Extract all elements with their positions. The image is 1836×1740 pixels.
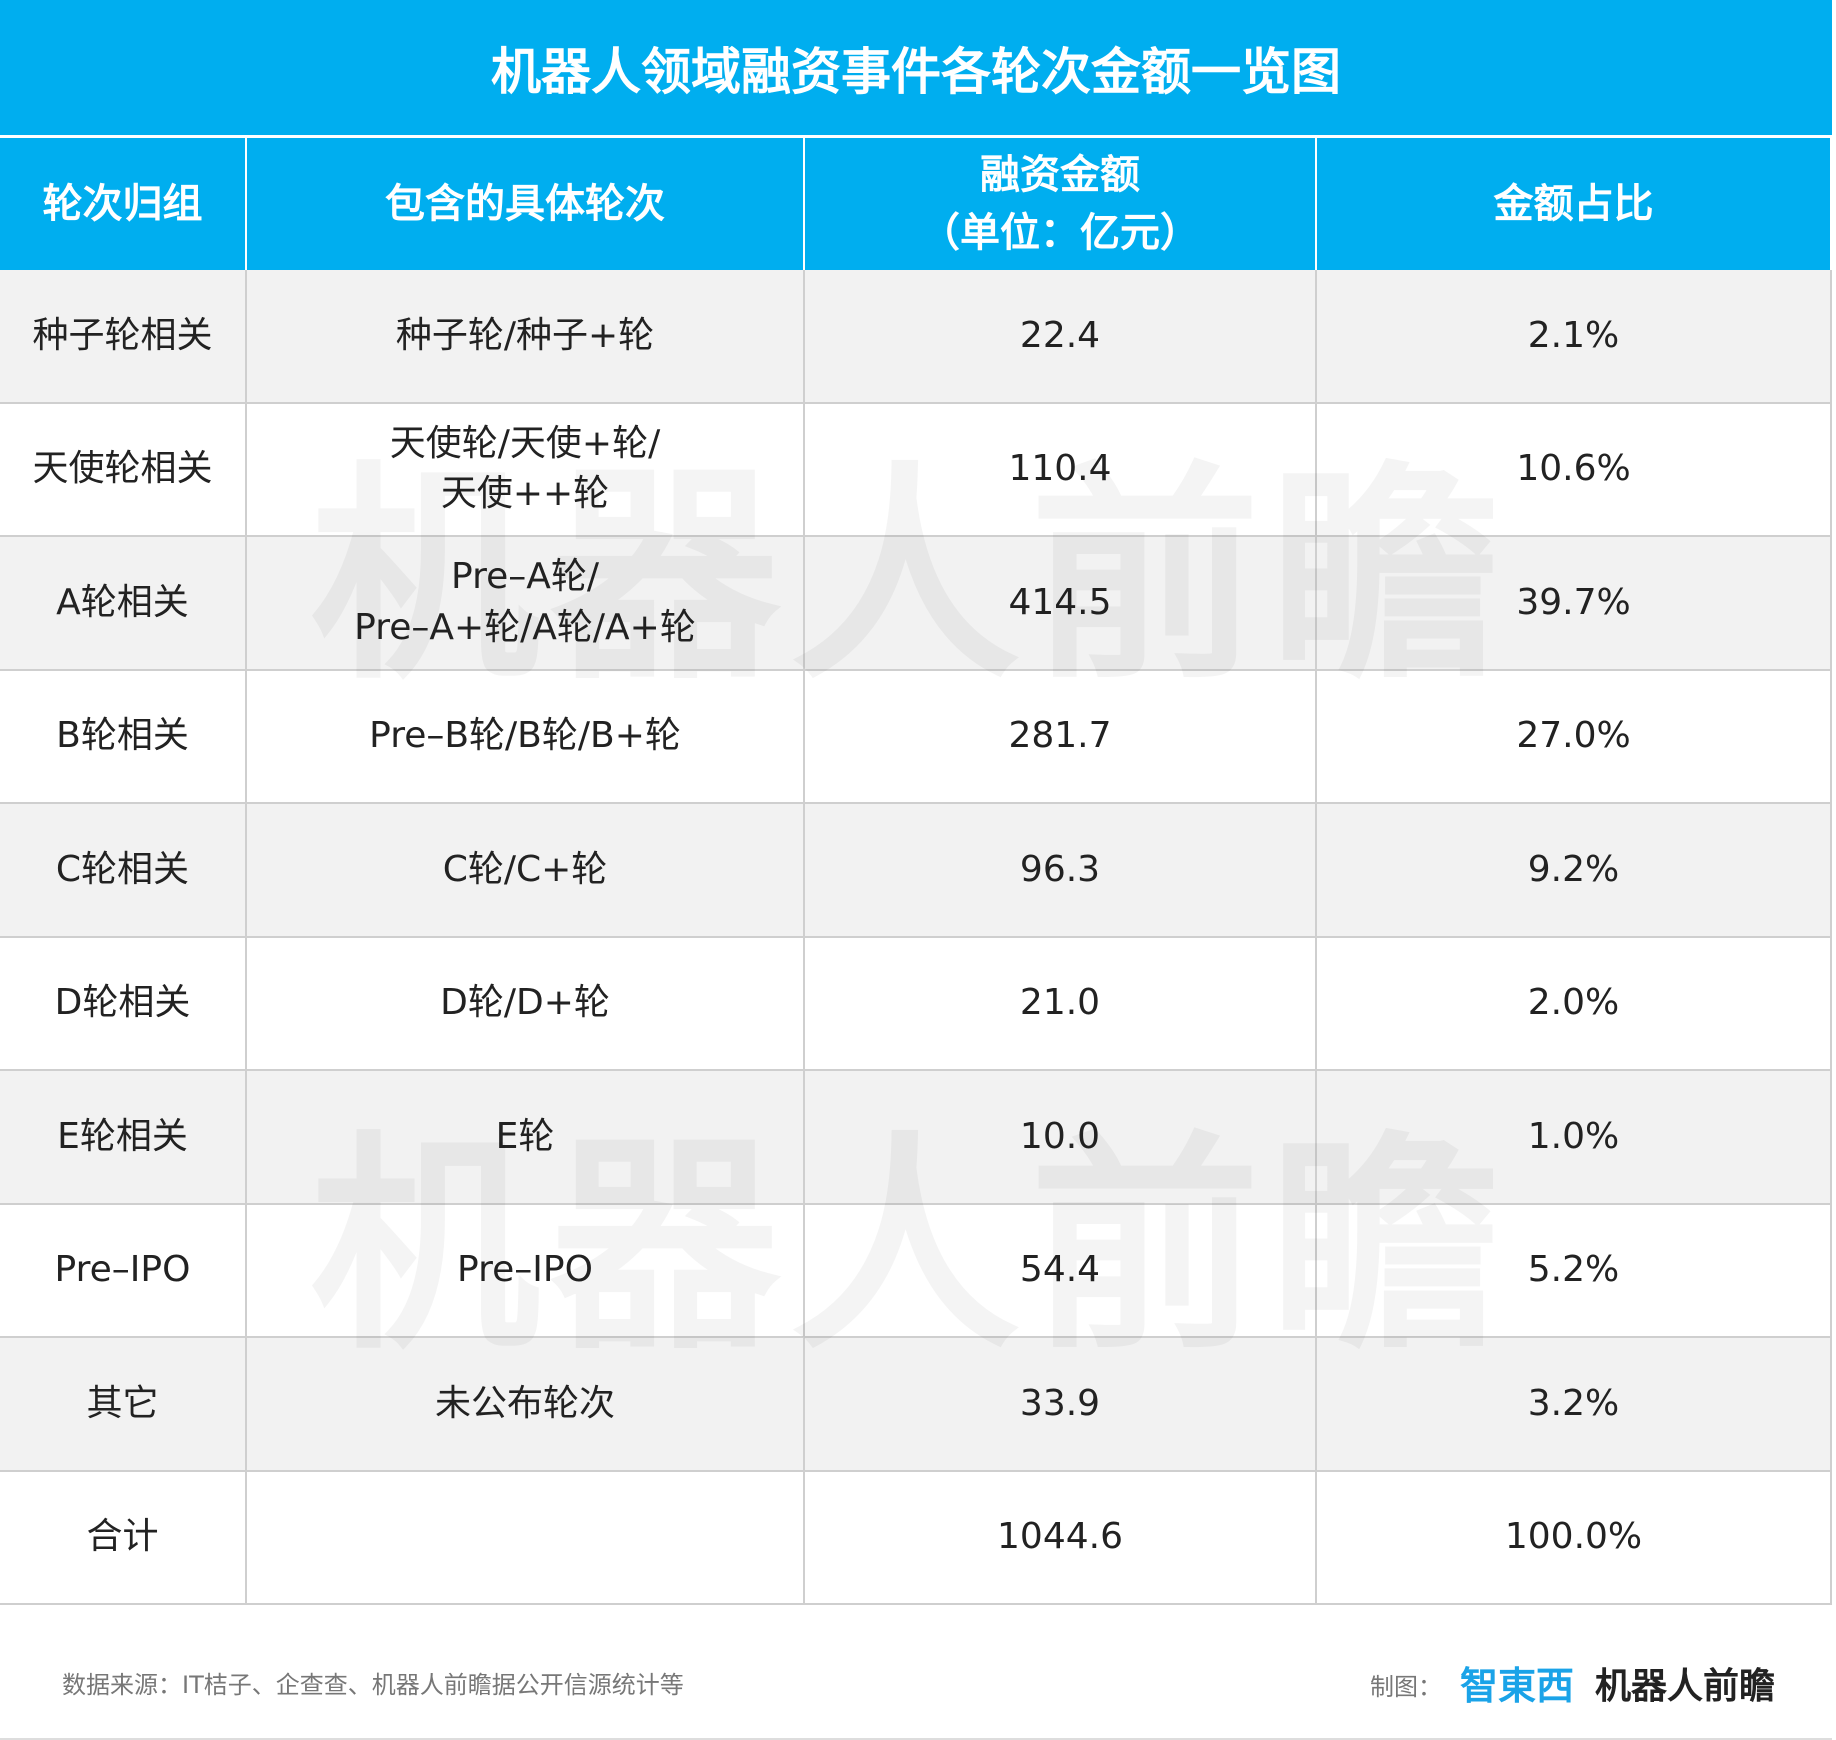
amount-cell: 110.4 xyxy=(805,403,1317,537)
amount-cell: 21.0 xyxy=(805,937,1317,1071)
cell-text: Pre–A轮/ xyxy=(451,556,599,598)
cell-text: 1.0% xyxy=(1527,1115,1620,1157)
rounds-cell: C轮/C+轮 xyxy=(247,804,805,938)
group-cell: 其它 xyxy=(0,1338,247,1472)
header-cell: 包含的具体轮次 xyxy=(247,138,805,270)
credit-label: 制图： xyxy=(1370,1673,1442,1701)
cell-text: 110.4 xyxy=(1008,448,1112,490)
cell-text: 天使轮相关 xyxy=(32,448,213,490)
cell-text: Pre–IPO xyxy=(54,1249,191,1291)
share-cell: 39.7% xyxy=(1317,537,1832,671)
cell-text: C轮/C+轮 xyxy=(442,848,608,890)
amount-cell: 10.0 xyxy=(805,1071,1317,1205)
cell-text: 合计 xyxy=(86,1516,159,1558)
cell-text: 281.7 xyxy=(1008,715,1112,757)
cell-text: 9.2% xyxy=(1527,848,1620,890)
rounds-cell: 种子轮/种子+轮 xyxy=(247,270,805,404)
cell-text: 金额占比 xyxy=(1493,181,1654,227)
group-cell: D轮相关 xyxy=(0,937,247,1071)
header-cell: 轮次归组 xyxy=(0,138,247,270)
rounds-cell: Pre–A轮/Pre–A+轮/A轮/A+轮 xyxy=(247,537,805,671)
cell-text: 2.0% xyxy=(1527,982,1620,1024)
share-cell: 3.2% xyxy=(1317,1338,1832,1472)
share-cell: 9.2% xyxy=(1317,804,1832,938)
amount-cell: 33.9 xyxy=(805,1338,1317,1472)
cell-text: 5.2% xyxy=(1527,1249,1620,1291)
cell-text: 10.0 xyxy=(1019,1115,1101,1157)
group-cell: A轮相关 xyxy=(0,537,247,671)
share-cell: 2.1% xyxy=(1317,270,1832,404)
amount-cell: 54.4 xyxy=(805,1204,1317,1338)
group-cell: B轮相关 xyxy=(0,670,247,804)
cell-text: 96.3 xyxy=(1019,848,1101,890)
rounds-cell: 未公布轮次 xyxy=(247,1338,805,1472)
cell-text: E轮 xyxy=(495,1115,555,1157)
share-cell: 100.0% xyxy=(1317,1471,1832,1605)
cell-text: 21.0 xyxy=(1019,982,1101,1024)
cell-text: Pre–A+轮/A轮/A+轮 xyxy=(354,606,696,648)
cell-text: 3.2% xyxy=(1527,1382,1620,1424)
rounds-cell: E轮 xyxy=(247,1071,805,1205)
footer: 数据来源：IT桔子、企查查、机器人前瞻据公开信源统计等 制图： 智東西 机器人前… xyxy=(0,1605,1832,1740)
rounds-cell: D轮/D+轮 xyxy=(247,937,805,1071)
share-cell: 2.0% xyxy=(1317,937,1832,1071)
share-cell: 1.0% xyxy=(1317,1071,1832,1205)
share-cell: 5.2% xyxy=(1317,1204,1832,1338)
cell-text: 天使轮/天使+轮/ xyxy=(389,422,661,464)
cell-text: Pre–B轮/B轮/B+轮 xyxy=(369,715,681,757)
title: 机器人领域融资事件各轮次金额一览图 xyxy=(0,0,1832,135)
cell-text: 27.0% xyxy=(1516,715,1631,757)
amount-cell: 96.3 xyxy=(805,804,1317,938)
group-cell: 天使轮相关 xyxy=(0,403,247,537)
cell-text: D轮相关 xyxy=(54,982,191,1024)
cell-text: （单位：亿元） xyxy=(920,210,1200,256)
cell-text: 包含的具体轮次 xyxy=(385,181,665,227)
logo: 智東西 xyxy=(1460,1664,1575,1708)
cell-text: A轮相关 xyxy=(56,581,189,623)
cell-text: 天使++轮 xyxy=(440,473,610,515)
group-cell: C轮相关 xyxy=(0,804,247,938)
cell-text: 轮次归组 xyxy=(42,181,203,227)
cell-text: 融资金额 xyxy=(980,152,1140,198)
logo: 机器人前瞻 xyxy=(1595,1666,1776,1707)
cell-text: 其它 xyxy=(86,1382,159,1424)
group-cell: E轮相关 xyxy=(0,1071,247,1205)
group-cell: 种子轮相关 xyxy=(0,270,247,404)
cell-text: 未公布轮次 xyxy=(434,1382,615,1424)
cell-text: D轮/D+轮 xyxy=(440,982,610,1024)
share-cell: 10.6% xyxy=(1317,403,1832,537)
cell-text: B轮相关 xyxy=(56,715,189,757)
cell-text: 种子轮/种子+轮 xyxy=(395,314,655,356)
header-cell: 融资金额 （单位：亿元） xyxy=(805,138,1317,270)
rounds-cell xyxy=(247,1471,805,1605)
cell-text: 39.7% xyxy=(1516,581,1631,623)
rounds-cell: Pre–IPO xyxy=(247,1204,805,1338)
amount-cell: 22.4 xyxy=(805,270,1317,404)
cell-text: 10.6% xyxy=(1516,448,1631,490)
cell-text: 1044.6 xyxy=(997,1516,1123,1558)
group-cell: Pre–IPO xyxy=(0,1204,247,1338)
amount-cell: 414.5 xyxy=(805,537,1317,671)
group-cell: 合计 xyxy=(0,1471,247,1605)
source-note: 数据来源：IT桔子、企查查、机器人前瞻据公开信源统计等 xyxy=(62,1671,684,1699)
header-cell: 金额占比 xyxy=(1317,138,1832,270)
cell-text: 2.1% xyxy=(1527,314,1620,356)
cell-text: 414.5 xyxy=(1008,581,1112,623)
cell-text: Pre–IPO xyxy=(457,1249,593,1291)
cell-text: 54.4 xyxy=(1019,1249,1101,1291)
cell-text: C轮相关 xyxy=(55,848,190,890)
cell-text: 种子轮相关 xyxy=(32,314,213,356)
cell-text: 22.4 xyxy=(1019,314,1101,356)
amount-cell: 1044.6 xyxy=(805,1471,1317,1605)
cell-text: 33.9 xyxy=(1019,1382,1101,1424)
cell-text: E轮相关 xyxy=(57,1115,188,1157)
share-cell: 27.0% xyxy=(1317,670,1832,804)
rounds-cell: 天使轮/天使+轮/天使++轮 xyxy=(247,403,805,537)
cell-text: 100.0% xyxy=(1504,1516,1643,1558)
rounds-cell: Pre–B轮/B轮/B+轮 xyxy=(247,670,805,804)
amount-cell: 281.7 xyxy=(805,670,1317,804)
